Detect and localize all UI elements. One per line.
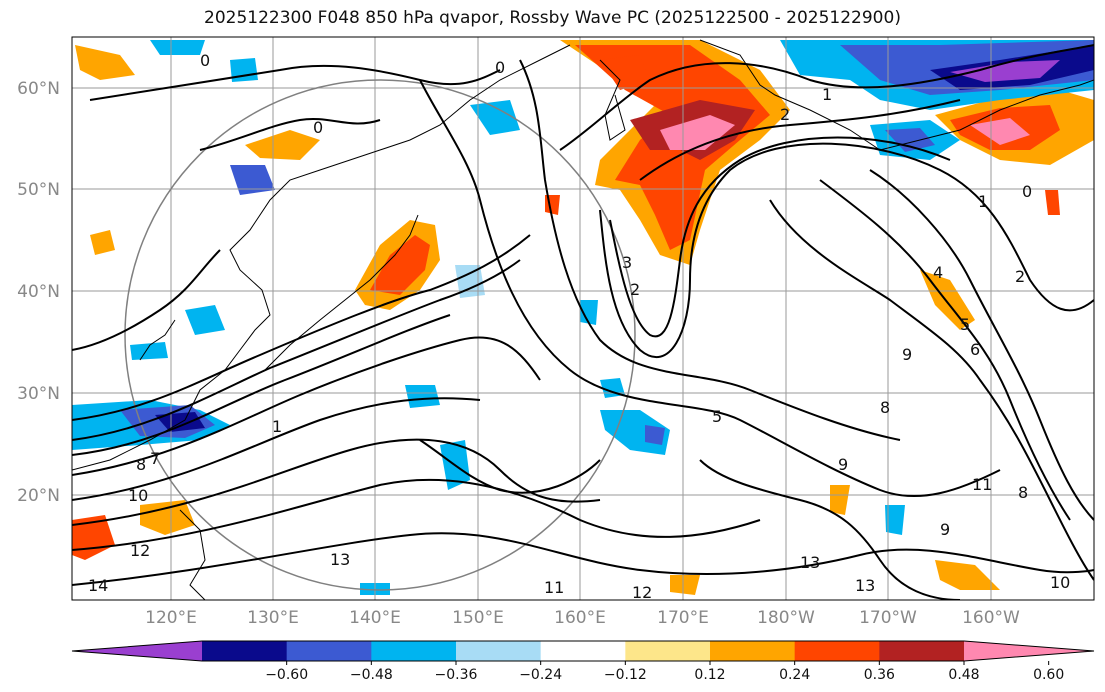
- colorbar-segment: [879, 641, 965, 661]
- lat-label: 40°N: [17, 282, 60, 302]
- colorbar-tick-label: 0.12: [694, 667, 725, 683]
- colorbar-tick-label: −0.24: [519, 667, 562, 683]
- colorbar-segment: [456, 641, 542, 661]
- contour-label: 0: [1022, 182, 1032, 201]
- contour-label: 13: [855, 576, 875, 595]
- contour-label: 13: [330, 550, 350, 569]
- contour-label: 5: [960, 315, 970, 334]
- contour-label: 2: [630, 280, 640, 299]
- lon-label: 160°W: [962, 608, 1020, 628]
- colorbar-segment: [371, 641, 457, 661]
- contour-labels: 0 0 0 0 1 1 1 2 2 2 3 4 5 5 6 7 8 8 8 9 …: [88, 51, 1070, 602]
- contour-label: 7: [150, 449, 160, 468]
- lon-label: 130°E: [247, 608, 299, 628]
- colorbar-segment: [964, 641, 1094, 661]
- lon-label: 120°E: [145, 608, 197, 628]
- longitude-labels: 120°E 130°E 140°E 150°E 160°E 170°E 180°…: [145, 608, 1020, 628]
- contour-label: 8: [1018, 483, 1028, 502]
- colorbar-tick-label: −0.60: [265, 667, 308, 683]
- contour-label: 14: [88, 576, 108, 595]
- contour-label: 4: [933, 263, 943, 282]
- contour-label: 8: [136, 455, 146, 474]
- lat-label: 50°N: [17, 180, 60, 200]
- colorbar-segment: [794, 641, 880, 661]
- contour-label: 8: [880, 398, 890, 417]
- colorbar-tick-label: −0.48: [350, 667, 393, 683]
- lon-label: 180°W: [757, 608, 815, 628]
- lon-label: 160°E: [554, 608, 606, 628]
- contour-lines: [72, 44, 1094, 600]
- colorbar-tick-label: 0.24: [779, 667, 810, 683]
- contour-label: 2: [1015, 267, 1025, 286]
- contour-label: 1: [978, 192, 988, 211]
- contour-label: 1: [822, 85, 832, 104]
- contour-label: 1: [272, 417, 282, 436]
- contour-label: 3: [622, 253, 632, 272]
- contour-label: 12: [632, 583, 652, 602]
- colorbar-tick-label: 0.36: [864, 667, 895, 683]
- lat-label: 60°N: [17, 79, 60, 99]
- lon-label: 150°E: [452, 608, 504, 628]
- contour-label: 6: [970, 340, 980, 359]
- contour-label: 10: [1050, 573, 1070, 592]
- latitude-labels: 60°N 50°N 40°N 30°N 20°N: [17, 79, 60, 506]
- lon-label: 140°E: [349, 608, 401, 628]
- region-circle: [124, 79, 636, 591]
- contour-label: 9: [838, 455, 848, 474]
- colorbar-segment: [72, 641, 202, 661]
- contour-label: 13: [800, 553, 820, 572]
- contour-label: 9: [940, 520, 950, 539]
- colorbar-segment: [202, 641, 288, 661]
- contour-label: 11: [544, 578, 564, 597]
- colorbar-tick-label: −0.12: [604, 667, 647, 683]
- colorbar-tick-label: 0.48: [948, 667, 979, 683]
- colorbar-segment: [625, 641, 711, 661]
- contour-label: 0: [313, 118, 323, 137]
- colorbar-segment: [540, 641, 626, 661]
- contour-label: 9: [902, 345, 912, 364]
- lat-label: 30°N: [17, 384, 60, 404]
- colorbar-tick-label: 0.60: [1033, 667, 1064, 683]
- lon-label: 170°W: [859, 608, 917, 628]
- lon-label: 170°E: [657, 608, 709, 628]
- colorbar: −0.60 −0.48 −0.36 −0.24 −0.12 0.12 0.24 0.36 0.4…: [71, 640, 1095, 683]
- colorbar-tick-label: −0.36: [435, 667, 478, 683]
- contour-label: 11: [972, 475, 992, 494]
- contour-label: 0: [495, 58, 505, 77]
- contour-label: 12: [130, 541, 150, 560]
- map-title: 2025122300 F048 850 hPa qvapor, Rossby W…: [204, 8, 901, 28]
- map-frame: [71, 36, 1095, 601]
- contour-label: 10: [128, 486, 148, 505]
- lat-label: 20°N: [17, 486, 60, 506]
- colorbar-outline: [71, 640, 1095, 662]
- colorbar-segment: [286, 641, 372, 661]
- contour-label: 5: [712, 407, 722, 426]
- contour-label: 0: [200, 51, 210, 70]
- contour-label: 2: [780, 105, 790, 124]
- colorbar-segment: [710, 641, 796, 661]
